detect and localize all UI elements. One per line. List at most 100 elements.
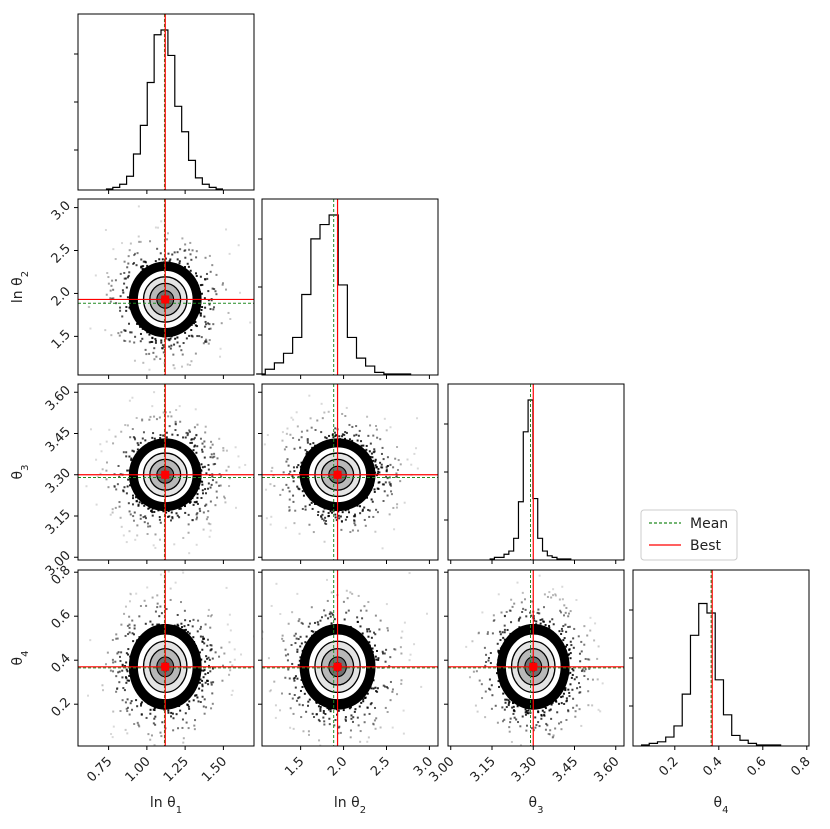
sample-point [288, 506, 291, 509]
sample-point [158, 518, 161, 521]
sample-point [400, 682, 403, 685]
x-axis-label-t4: θ4 [714, 795, 729, 816]
sample-point [372, 459, 375, 462]
sample-point [182, 741, 185, 744]
sample-point [375, 424, 378, 427]
sample-point [130, 654, 133, 657]
sample-point [196, 516, 199, 519]
sample-point [153, 707, 156, 710]
sample-point [344, 437, 347, 440]
sample-point [373, 719, 376, 722]
sample-point [328, 723, 331, 726]
sample-point [312, 442, 315, 445]
sample-point [153, 510, 156, 513]
sample-point [136, 721, 139, 724]
sample-point [511, 706, 514, 709]
x-tick-label-lnt1: 0.75 [84, 754, 115, 785]
sample-point [199, 314, 202, 317]
sample-point [207, 482, 210, 485]
sample-point [300, 716, 303, 719]
sample-point [211, 456, 214, 459]
sample-point [568, 625, 571, 628]
sample-point [214, 290, 217, 293]
sample-point [376, 687, 379, 690]
sample-point [328, 707, 331, 710]
sample-point [146, 586, 149, 589]
sample-point [521, 591, 524, 594]
sample-point [137, 235, 140, 238]
sample-point [510, 740, 513, 743]
scatter-layer [85, 391, 247, 555]
sample-point [520, 601, 523, 604]
sample-point [551, 631, 554, 634]
sample-point [535, 724, 538, 727]
sample-point [190, 360, 193, 363]
sample-point [207, 510, 210, 513]
sample-point [567, 673, 570, 676]
sample-point [116, 652, 119, 655]
sample-point [218, 655, 221, 658]
sample-point [596, 657, 599, 660]
sample-point [205, 338, 208, 341]
sample-point [306, 439, 309, 442]
sample-point [181, 718, 184, 721]
sample-point [123, 260, 126, 263]
sample-point [204, 340, 207, 343]
sample-point [137, 503, 140, 506]
sample-point [315, 446, 318, 449]
sample-point [484, 664, 487, 667]
sample-point [179, 709, 182, 712]
sample-point [587, 690, 590, 693]
sample-point [140, 258, 143, 261]
sample-point [562, 647, 565, 650]
sample-point [425, 612, 428, 615]
sample-point [489, 688, 492, 691]
sample-point [206, 679, 209, 682]
sample-point [294, 509, 297, 512]
sample-point [586, 678, 589, 681]
sample-point [221, 282, 224, 285]
sample-point [304, 681, 307, 684]
sample-point [87, 694, 90, 697]
sample-point [121, 664, 124, 667]
sample-point [107, 276, 110, 279]
sample-point [513, 602, 516, 605]
sample-point [487, 659, 490, 662]
sample-point [522, 627, 525, 630]
sample-point [210, 614, 213, 617]
y-tick-label-lnt2: 3.0 [49, 198, 74, 223]
sample-point [206, 638, 209, 641]
sample-point [570, 676, 573, 679]
sample-point [303, 692, 306, 695]
sample-point [367, 434, 370, 437]
sample-point [162, 351, 165, 354]
sample-point [160, 612, 163, 615]
sample-point [111, 279, 114, 282]
sample-point [488, 687, 491, 690]
sample-point [360, 754, 362, 756]
sample-point [400, 679, 403, 682]
sample-point [146, 331, 149, 334]
sample-point [203, 440, 206, 443]
sample-point [216, 457, 219, 460]
sample-point [187, 513, 190, 516]
sample-point [286, 659, 289, 662]
sample-point [501, 720, 504, 723]
sample-point [560, 702, 563, 705]
sample-point [113, 779, 115, 781]
sample-point [566, 656, 569, 659]
sample-point [118, 670, 121, 673]
sample-point [506, 637, 509, 640]
sample-point [136, 639, 139, 642]
sample-point [154, 332, 157, 335]
sample-point [196, 512, 199, 515]
sample-point [370, 452, 373, 455]
sample-point [356, 716, 359, 719]
panel-frame [447, 383, 625, 561]
best-marker [333, 662, 342, 671]
sample-point [384, 481, 387, 484]
sample-point [543, 711, 546, 714]
sample-point [174, 337, 177, 340]
hist-outline [640, 602, 782, 746]
sample-point [382, 483, 385, 486]
